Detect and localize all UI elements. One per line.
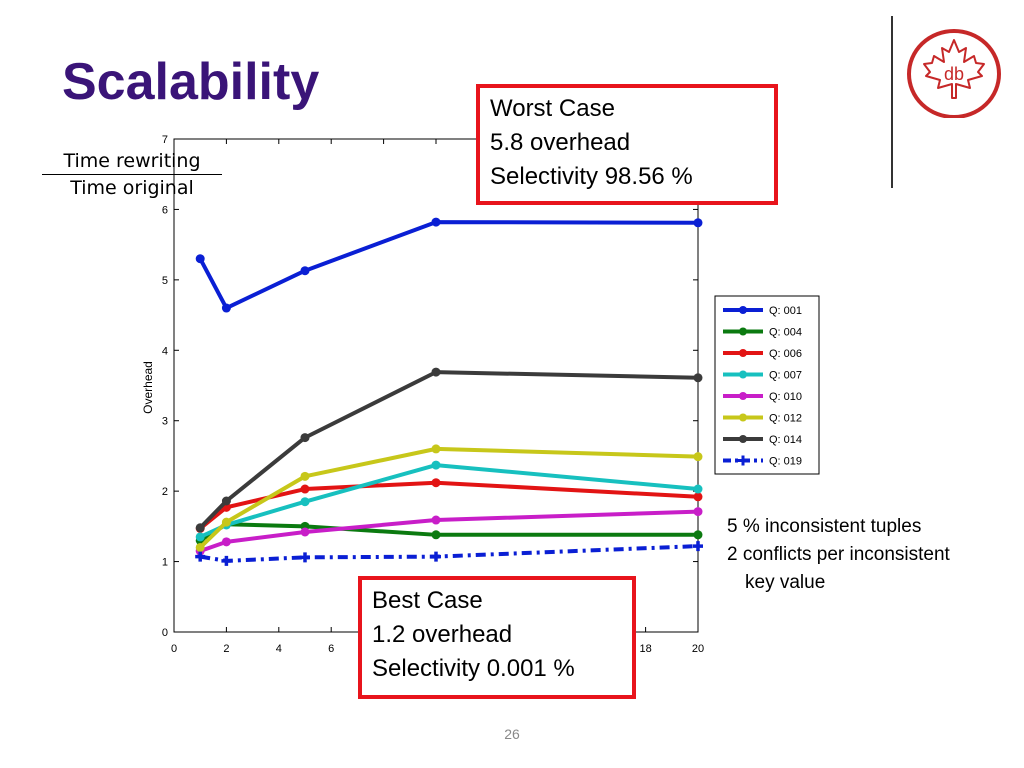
series-line-q019 [199,544,699,563]
data-point [195,254,205,264]
series-line-q006 [198,480,699,531]
x-tick-label: 2 [223,643,229,655]
data-point [300,433,310,443]
data-point [195,523,205,533]
data-point [300,527,310,537]
legend-label: Q: 006 [769,348,802,360]
legend-label: Q: 014 [769,434,802,446]
y-tick-label: 3 [162,416,168,428]
data-point [431,367,441,377]
legend-label: Q: 010 [769,391,802,403]
data-point [221,496,231,506]
worst-case-label: Worst Case [490,95,615,122]
data-point [431,444,441,454]
data-point [195,542,205,552]
data-point [221,517,231,527]
data-point [693,373,703,383]
legend-marker [739,392,747,400]
best-case-selectivity: Selectivity 0.001 % [372,655,575,682]
y-tick-label: 4 [162,345,168,357]
x-tick-label: 18 [639,643,651,655]
y-tick-label: 6 [162,204,168,216]
experiment-note: 5 % inconsistent tuples 2 conflicts per … [727,513,950,597]
data-point [693,452,703,462]
data-point [693,484,703,494]
legend-label: Q: 001 [769,305,802,317]
data-point [693,530,703,540]
worst-case-overhead: 5.8 overhead [490,129,631,156]
y-tick-label: 0 [162,627,168,639]
data-point [300,497,310,507]
note-line-2: 2 conflicts per inconsistent [727,544,950,565]
data-point [195,532,205,542]
data-point [693,541,703,552]
legend-label: Q: 012 [769,413,802,425]
data-point [693,507,703,517]
data-point [195,551,206,562]
data-point [431,217,441,227]
legend-marker [738,455,748,466]
data-point [221,303,231,313]
y-tick-label: 5 [162,275,168,287]
logo-ring [907,29,1001,119]
fraction-numerator: Time rewriting [42,150,222,175]
best-case-label: Best Case [372,587,483,614]
y-tick-label: 2 [162,486,168,498]
legend-marker [739,435,747,443]
legend-label: Q: 007 [769,370,802,382]
logo-text: db [944,64,964,84]
maple-leaf-db-logo: db [904,18,1004,119]
worst-case-callout: Worst Case 5.8 overhead Selectivity 98.5… [476,84,778,205]
note-line-3: key value [745,572,826,593]
best-case-callout: Best Case 1.2 overhead Selectivity 0.001… [358,576,636,699]
legend-label: Q: 019 [769,456,802,468]
note-line-1: 5 % inconsistent tuples [727,516,922,537]
maple-leaf-icon [923,39,985,99]
data-point [221,555,232,566]
y-axis-label: Overhead [141,361,155,414]
data-point [431,478,441,488]
series-line-q001 [198,220,699,311]
data-point [300,471,310,481]
data-point [431,551,441,562]
best-case-overhead: 1.2 overhead [372,621,513,648]
slide-number: 26 [504,726,520,742]
data-point [300,484,310,494]
data-point [693,218,703,228]
x-tick-label: 6 [328,643,334,655]
overhead-fraction: Time rewriting Time original [42,150,222,199]
x-tick-label: 0 [171,643,177,655]
legend-marker [739,413,747,422]
data-point [431,460,441,470]
data-point [300,266,310,276]
header-divider [891,16,893,188]
worst-case-selectivity: Selectivity 98.56 % [490,163,693,190]
legend-marker [739,306,747,314]
y-tick-label: 1 [162,557,168,569]
legend-marker [739,349,747,357]
data-point [221,537,231,547]
legend-marker [739,327,747,336]
data-point [300,552,310,563]
fraction-denominator: Time original [70,177,194,199]
x-tick-label: 20 [692,643,704,655]
legend-label: Q: 004 [769,327,802,339]
legend-box [714,295,820,475]
y-tick-label: 7 [162,134,168,146]
slide-title: Scalability [62,53,320,111]
data-point [431,515,441,525]
legend-marker [739,370,747,379]
data-point [431,530,441,540]
series-line-q004 [199,522,698,543]
x-tick-label: 4 [276,643,282,655]
data-point [693,492,703,502]
series-line-q010 [199,509,699,553]
